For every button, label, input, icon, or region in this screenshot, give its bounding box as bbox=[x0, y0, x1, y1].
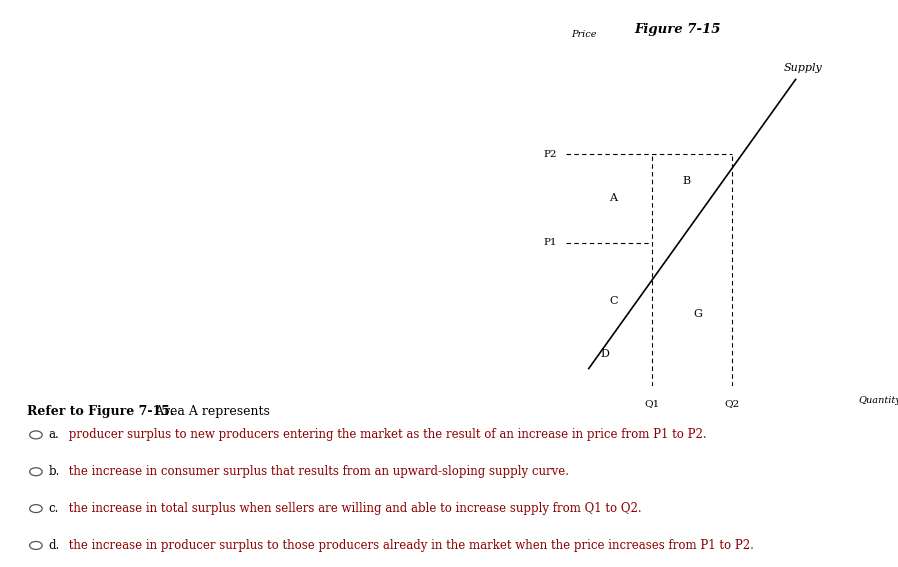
Text: D: D bbox=[600, 349, 609, 359]
Text: b.: b. bbox=[48, 466, 60, 478]
Text: Figure 7-15: Figure 7-15 bbox=[635, 23, 721, 36]
Text: Supply: Supply bbox=[784, 62, 823, 73]
Text: A: A bbox=[609, 193, 617, 204]
Text: Q1: Q1 bbox=[645, 399, 659, 408]
Text: producer surplus to new producers entering the market as the result of an increa: producer surplus to new producers enteri… bbox=[65, 429, 707, 441]
Text: c.: c. bbox=[48, 502, 59, 515]
Text: P2: P2 bbox=[543, 150, 557, 159]
Text: Q2: Q2 bbox=[725, 399, 740, 408]
Text: C: C bbox=[609, 295, 618, 306]
Text: Refer to Figure 7-15.: Refer to Figure 7-15. bbox=[27, 405, 174, 418]
Text: the increase in total surplus when sellers are willing and able to increase supp: the increase in total surplus when selle… bbox=[65, 502, 641, 515]
Text: the increase in consumer surplus that results from an upward-sloping supply curv: the increase in consumer surplus that re… bbox=[65, 466, 568, 478]
Text: P1: P1 bbox=[543, 238, 557, 247]
Text: the increase in producer surplus to those producers already in the market when t: the increase in producer surplus to thos… bbox=[65, 539, 753, 552]
Text: Quantity: Quantity bbox=[858, 396, 898, 405]
Text: d.: d. bbox=[48, 539, 60, 552]
Text: Area A represents: Area A represents bbox=[151, 405, 269, 418]
Text: a.: a. bbox=[48, 429, 59, 441]
Text: Price: Price bbox=[571, 29, 597, 39]
Text: G: G bbox=[693, 309, 702, 319]
Text: B: B bbox=[682, 176, 691, 187]
